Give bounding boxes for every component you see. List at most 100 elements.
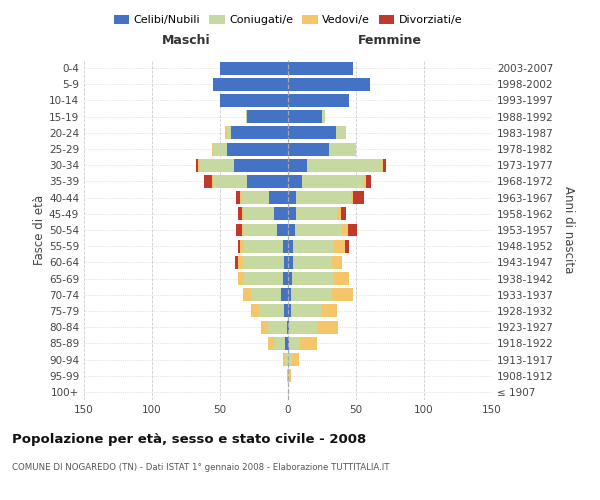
Bar [274,337,285,350]
Bar [242,191,269,204]
Bar [291,288,332,301]
Bar [288,208,296,220]
Bar [382,159,383,172]
Bar [288,337,289,350]
Bar [288,304,291,318]
Bar [247,175,288,188]
Bar [288,256,293,269]
Bar [268,320,287,334]
Bar [307,159,382,172]
Bar [288,240,293,252]
Bar [345,240,349,252]
Bar [289,337,300,350]
Bar [293,256,332,269]
Bar [293,240,334,252]
Bar [296,208,337,220]
Bar [213,175,247,188]
Bar [365,175,371,188]
Bar [251,288,281,301]
Bar [332,256,343,269]
Bar [220,94,288,107]
Bar [288,62,353,74]
Bar [238,272,244,285]
Bar [285,337,288,350]
Bar [259,304,284,318]
Bar [383,159,386,172]
Bar [244,240,283,252]
Bar [261,320,268,334]
Bar [288,191,296,204]
Bar [335,126,346,140]
Bar [246,110,247,123]
Bar [238,208,242,220]
Bar [353,191,364,204]
Bar [244,224,277,236]
Bar [287,320,288,334]
Bar [329,142,356,156]
Bar [277,224,288,236]
Bar [333,272,349,285]
Bar [283,272,288,285]
Bar [227,126,231,140]
Bar [198,159,200,172]
Bar [233,159,288,172]
Bar [317,320,338,334]
Bar [220,62,288,74]
Bar [203,175,212,188]
Bar [363,175,365,188]
Bar [343,224,348,236]
Bar [332,288,353,301]
Y-axis label: Fasce di età: Fasce di età [33,195,46,265]
Bar [288,288,291,301]
Bar [292,353,299,366]
Text: COMUNE DI NOGAREDO (TN) - Dati ISTAT 1° gennaio 2008 - Elaborazione TUTTITALIA.I: COMUNE DI NOGAREDO (TN) - Dati ISTAT 1° … [12,462,389,471]
Bar [283,353,285,366]
Bar [200,159,233,172]
Bar [288,94,349,107]
Bar [296,191,350,204]
Bar [334,240,345,252]
Bar [212,142,213,156]
Bar [241,240,244,252]
Bar [288,224,295,236]
Bar [226,126,227,140]
Bar [241,191,242,204]
Bar [242,208,244,220]
Bar [285,353,288,366]
Text: Femmine: Femmine [358,34,422,47]
Bar [243,288,251,301]
Bar [242,224,244,236]
Bar [288,369,291,382]
Y-axis label: Anni di nascita: Anni di nascita [562,186,575,274]
Bar [337,208,341,220]
Bar [320,304,337,318]
Bar [348,224,358,236]
Bar [287,369,288,382]
Bar [288,353,292,366]
Bar [236,191,241,204]
Bar [247,110,288,123]
Bar [227,142,288,156]
Bar [212,175,213,188]
Bar [238,256,243,269]
Bar [341,208,346,220]
Bar [244,208,274,220]
Bar [288,175,302,188]
Bar [235,256,238,269]
Bar [236,224,242,236]
Bar [302,175,363,188]
Bar [274,208,288,220]
Bar [288,159,307,172]
Bar [288,110,322,123]
Bar [295,224,343,236]
Bar [251,304,259,318]
Bar [288,142,329,156]
Text: Maschi: Maschi [161,34,211,47]
Bar [244,272,283,285]
Bar [288,320,289,334]
Bar [288,78,370,91]
Bar [322,110,325,123]
Legend: Celibi/Nubili, Coniugati/e, Vedovi/e, Divorziati/e: Celibi/Nubili, Coniugati/e, Vedovi/e, Di… [109,10,467,30]
Bar [292,272,333,285]
Bar [284,256,288,269]
